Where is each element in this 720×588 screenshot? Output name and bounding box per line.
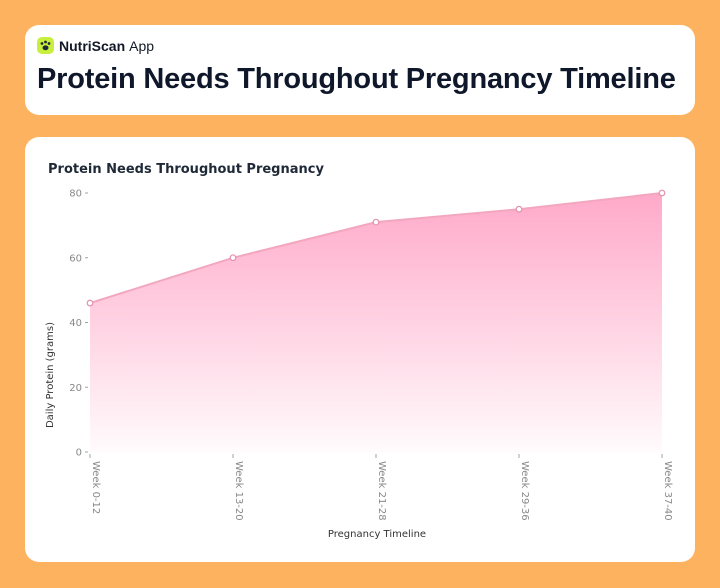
x-tick-label: Week 37-40: [662, 461, 673, 521]
y-tick-label: 80: [69, 189, 82, 200]
y-tick-label: 0: [76, 448, 82, 459]
y-axis-ticks: 0 20 40 60 80: [69, 189, 88, 459]
chart-title: Protein Needs Throughout Pregnancy: [48, 162, 324, 177]
data-point: [658, 189, 666, 197]
data-points: [86, 189, 666, 307]
header-card: NutriScan App Protein Needs Throughout P…: [25, 25, 695, 115]
x-axis-label: Pregnancy Timeline: [328, 529, 426, 540]
brand-name: NutriScan: [59, 37, 126, 54]
x-tick-label: Week 0-12: [90, 461, 101, 514]
x-tick-label: Week 21-28: [376, 461, 387, 521]
area-fill: [90, 193, 662, 452]
x-tick-label: Week 13-20: [233, 461, 244, 521]
page-title: Protein Needs Throughout Pregnancy Timel…: [37, 63, 676, 95]
data-point: [229, 254, 237, 262]
data-point: [515, 205, 523, 213]
y-tick-label: 40: [69, 318, 82, 329]
paw-logo-icon: [37, 37, 54, 54]
y-tick-label: 60: [69, 253, 82, 264]
y-tick-label: 20: [69, 383, 82, 394]
area-chart: Protein Needs Throughout Pregnancy 0 20 40…: [45, 162, 673, 540]
data-point: [372, 218, 380, 226]
brand-suffix: App: [129, 37, 155, 54]
data-point: [86, 299, 94, 307]
chart-card: Protein Needs Throughout Pregnancy 0 20 40…: [25, 137, 695, 562]
x-axis-ticks: Week 0-12 Week 13-20 Week 21-28 Week 29-36 W…: [89, 454, 673, 521]
x-tick-label: Week 29-36: [519, 461, 530, 521]
brand: NutriScan App: [37, 37, 154, 54]
y-axis-label: Daily Protein (grams): [45, 322, 56, 428]
